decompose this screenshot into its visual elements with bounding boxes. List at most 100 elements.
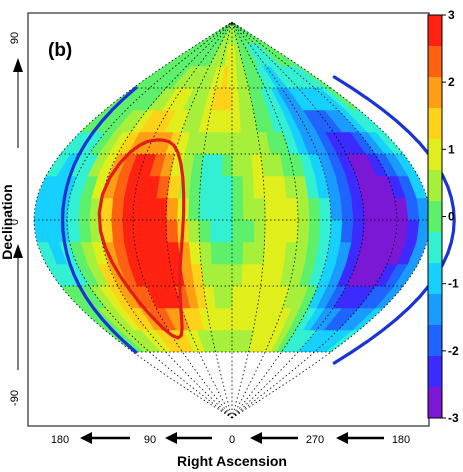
colorbar-tick-label: 3 [448, 8, 455, 22]
colorbar-segment [428, 170, 442, 202]
colorbar-tick-label: -1 [448, 277, 459, 291]
heatmap-cell [231, 329, 240, 352]
x-arrow-head [165, 432, 177, 444]
heatmap-cell [222, 131, 233, 155]
x-arrow-head [80, 432, 92, 444]
heatmap-cell [241, 263, 254, 287]
y-axis: 90 0 -90 Declination [0, 32, 23, 406]
heatmap-cell [339, 219, 354, 243]
heatmap-cell [198, 219, 211, 243]
colorbar-segment [428, 232, 442, 264]
heatmap-cell [240, 131, 252, 155]
heatmap-cell [231, 153, 243, 177]
x-tick-180-right: 180 [392, 434, 410, 446]
heatmap-cell [285, 197, 299, 221]
contours [60, 75, 456, 365]
x-axis-label: Right Ascension [177, 453, 287, 469]
heatmap-cell [231, 219, 244, 243]
heatmap-cell [143, 197, 157, 221]
heatmap-cell [231, 109, 241, 133]
heatmap-cell [34, 219, 49, 243]
colorbar-tick-label: 1 [448, 142, 455, 156]
colorbar-segment [428, 77, 442, 109]
heatmap-cell [220, 197, 233, 221]
heatmap-cell [241, 153, 254, 177]
y-tick-0: 0 [9, 219, 21, 225]
heatmap-cell [121, 197, 135, 221]
heatmap-cell [154, 219, 168, 243]
heatmap-cell [242, 219, 255, 243]
heatmap-cell [187, 219, 200, 243]
heatmap-cell [220, 241, 233, 265]
heatmap-cell [209, 197, 222, 221]
heatmap-cell [264, 197, 277, 221]
heatmap-cell [210, 263, 223, 287]
x-tick-270: 270 [306, 434, 324, 446]
heatmap-cell [198, 197, 211, 221]
heatmap-cell [350, 197, 365, 221]
x-tick-180-left: 180 [51, 434, 69, 446]
heatmap-cell [209, 175, 223, 199]
heatmap-cell [231, 87, 240, 111]
heatmap-cell [221, 153, 233, 177]
meridian-line [165, 21, 233, 419]
colorbar-segment [428, 46, 442, 78]
heatmap-cell [252, 175, 265, 199]
x-tick-90: 90 [144, 434, 156, 446]
heatmap-cell [262, 175, 276, 199]
y-arrow-up-head [13, 58, 23, 72]
heatmap-cell [165, 197, 179, 221]
heatmap-cell [143, 219, 157, 243]
colorbar-tick-label: -3 [448, 411, 459, 425]
heatmap-cell [132, 197, 146, 221]
heatmap-cell [209, 241, 223, 265]
colorbar-segment [428, 15, 442, 47]
colorbar: 3 2 1 0 -1 -2 -3 [427, 8, 459, 425]
heatmap-cell [220, 175, 233, 199]
colorbar-segment [428, 201, 442, 233]
heatmap-cell [285, 219, 299, 243]
heatmap-cell [307, 219, 321, 243]
colorbar-tick-label: -2 [448, 344, 459, 358]
heatmap-cell [253, 219, 266, 243]
heatmap-cell [165, 219, 179, 243]
heatmap-cell [240, 285, 252, 309]
negative-contour [60, 86, 138, 354]
heatmap-cell [154, 197, 168, 221]
colorbar-tick-label: 0 [448, 210, 455, 224]
y-arrow-head [13, 244, 23, 258]
y-tick-90: 90 [9, 32, 21, 44]
heatmap-cell [110, 219, 125, 243]
meridian-line [231, 21, 431, 419]
heatmap-cell [241, 175, 255, 199]
heatmap-cell [250, 263, 264, 287]
panel-label: (b) [48, 40, 72, 61]
colorbar-tick-label: 2 [448, 75, 455, 89]
heatmap-cell [210, 153, 223, 177]
heatmap-cell [231, 241, 244, 265]
heatmap-cell [252, 241, 265, 265]
heatmap-cell [231, 307, 241, 331]
heatmap-cell [253, 197, 266, 221]
heatmap-cell [187, 197, 200, 221]
heatmap-cell [222, 285, 233, 309]
x-axis: 180 90 0 270 180 Right Ascension [51, 432, 410, 469]
meridian-line [231, 21, 266, 419]
heatmap-cell [209, 219, 222, 243]
heatmap-cell [274, 197, 288, 221]
coordinate-grid [33, 21, 431, 419]
heatmap-cell [220, 219, 233, 243]
heatmap-cell [110, 197, 125, 221]
colorbar-segment [428, 263, 442, 295]
x-tick-0: 0 [229, 434, 235, 446]
heatmap-cell [339, 197, 354, 221]
heatmap-cell [231, 131, 242, 155]
negative-contour [332, 75, 456, 365]
heatmap-cell [241, 241, 255, 265]
heatmap-cell [231, 197, 244, 221]
heatmap-cell [264, 219, 277, 243]
heatmap-cell [296, 197, 310, 221]
x-arrow-head [250, 432, 262, 444]
positive-contour [97, 138, 186, 340]
